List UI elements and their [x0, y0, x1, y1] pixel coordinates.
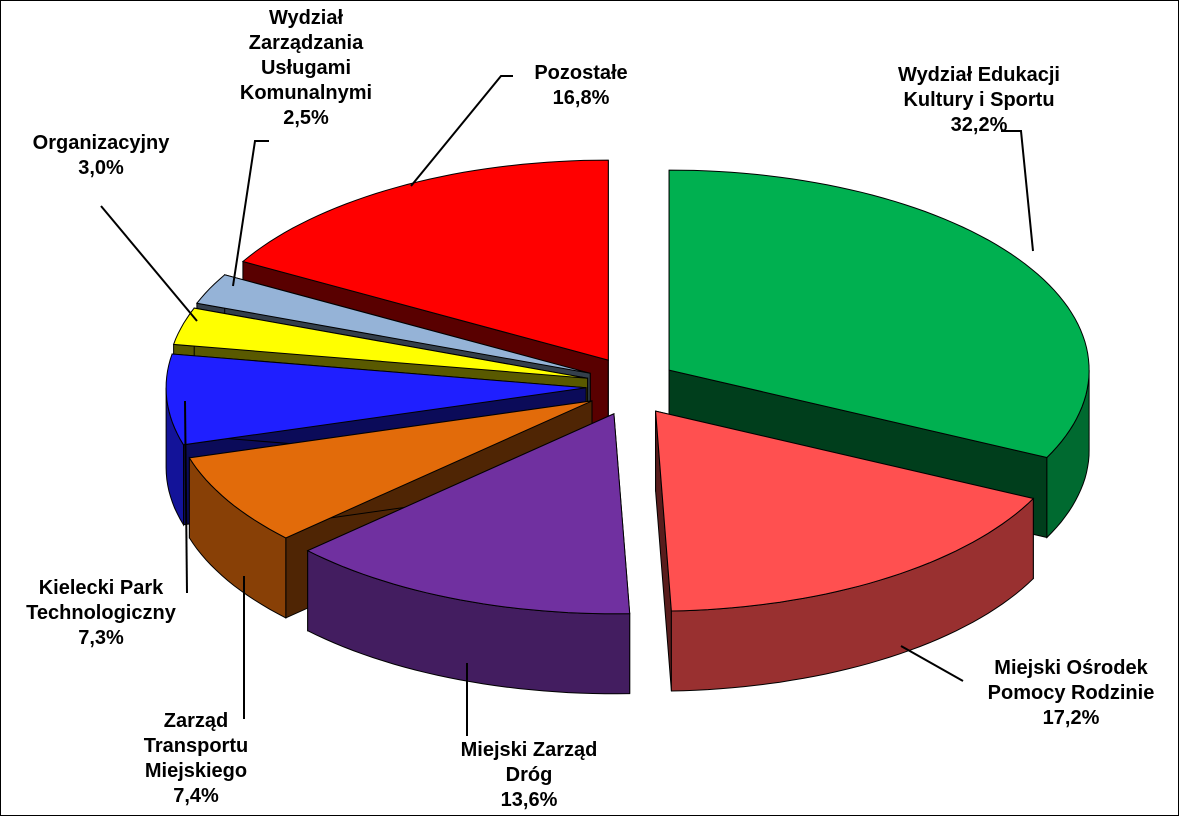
data-label: Wydział Edukacji Kultury i Sportu 32,2%	[849, 63, 1109, 138]
value-label: 13,6%	[500, 789, 558, 811]
slice	[241, 159, 609, 361]
slice	[195, 274, 591, 374]
data-label: Wydział Zarządzania Usługami Komunalnymi…	[176, 6, 436, 131]
data-label: Kielecki Park Technologiczny 7,3%	[1, 576, 231, 651]
slice	[172, 307, 588, 379]
pie	[165, 159, 1090, 695]
value-label: 7,3%	[78, 627, 124, 649]
slice	[306, 413, 631, 615]
category-label: Wydział Zarządzania Usługami Komunalnymi	[239, 7, 373, 104]
data-label: Miejski Ośrodek Pomocy Rodzinie 17,2%	[941, 656, 1178, 731]
leader-line	[1001, 130, 1034, 252]
leader-line	[232, 140, 269, 287]
slice	[668, 169, 1090, 459]
leader-line	[184, 400, 188, 594]
category-label: Zarząd Transportu Miejskiego	[143, 710, 249, 782]
data-label: Pozostałe 16,8%	[451, 61, 711, 111]
leader-line	[410, 75, 513, 187]
data-label: Miejski Zarząd Dróg 13,6%	[399, 738, 659, 813]
data-label: Organizacyjny 3,0%	[1, 131, 231, 181]
value-label: 3,0%	[78, 157, 124, 179]
category-label: Pozostałe	[534, 62, 628, 84]
slice	[188, 400, 593, 539]
value-label: 2,5%	[283, 107, 329, 129]
slice	[655, 410, 1035, 612]
category-label: Organizacyjny	[32, 132, 170, 154]
category-label: Kielecki Park Technologiczny	[26, 577, 176, 624]
leader-lines	[100, 75, 1034, 736]
data-label: Zarząd Transportu Miejskiego 7,4%	[66, 709, 326, 809]
value-label: 16,8%	[552, 87, 610, 109]
value-label: 17,2%	[1042, 707, 1100, 729]
category-label: Wydział Edukacji Kultury i Sportu	[898, 64, 1060, 111]
category-label: Miejski Zarząd Dróg	[460, 739, 598, 786]
leader-line	[100, 205, 198, 322]
value-label: 32,2%	[950, 114, 1008, 136]
value-label: 7,4%	[173, 785, 219, 807]
leader-line	[900, 645, 964, 682]
slice	[165, 353, 587, 446]
category-label: Miejski Ośrodek Pomocy Rodzinie	[987, 657, 1155, 704]
